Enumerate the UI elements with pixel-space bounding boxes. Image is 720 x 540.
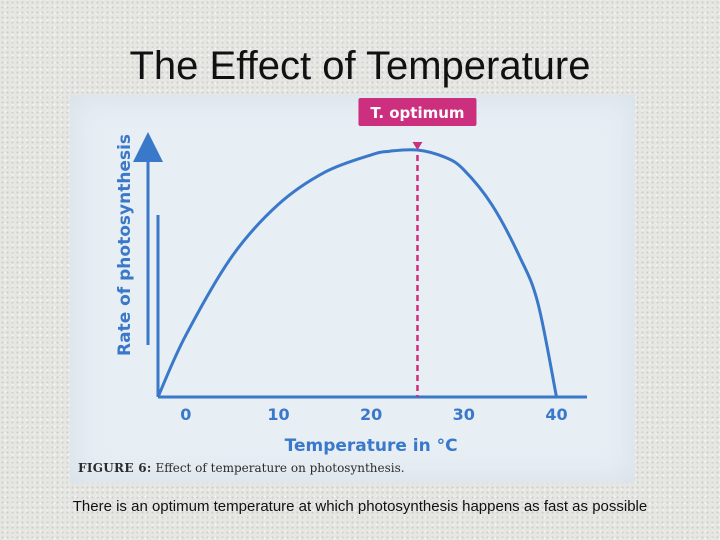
optimum-label: T. optimum [370,104,464,122]
rate-curve [156,148,558,398]
y-axis-label: Rate of photosynthesis [115,134,135,356]
x-tick-label: 20 [360,405,382,424]
figure-caption: FIGURE 6: Effect of temperature on photo… [78,461,405,475]
chart: Rate of photosynthesis 0 10 20 30 40 Tempera… [115,98,587,456]
x-tick-group: 0 10 20 30 40 [180,405,567,424]
optimum-badge [358,98,477,126]
x-axis-label: Temperature in °C [285,436,458,456]
slide-footer: There is an optimum temperature at which… [72,498,648,515]
figure-caption-label: FIGURE 6: [78,461,152,475]
figure-panel: Rate of photosynthesis 0 10 20 30 40 Tempera… [70,95,635,483]
figure-caption-text: Effect of temperature on photosynthesis. [151,461,405,475]
x-tick-label: 30 [453,405,475,424]
slide-title: The Effect of Temperature [129,44,591,88]
x-tick-label: 40 [545,405,567,424]
optimum-arrow [412,142,423,150]
x-tick-label: 0 [180,405,191,424]
x-tick-label: 10 [267,405,289,424]
